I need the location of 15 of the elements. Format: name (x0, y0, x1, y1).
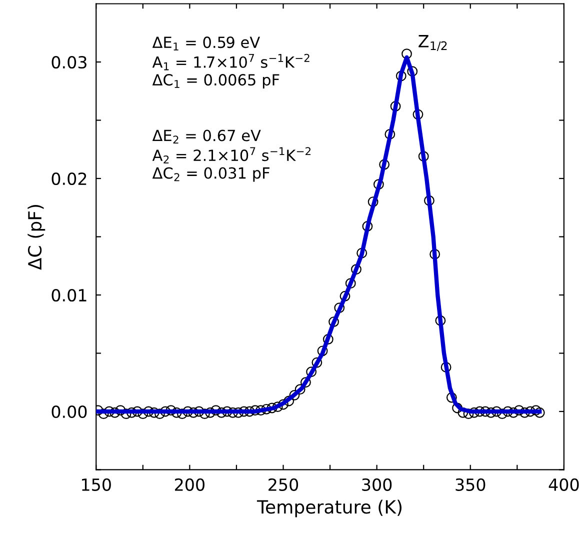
y-axis-title: ΔC (pF) (28, 204, 46, 270)
x-tick-label: 250 (268, 478, 298, 491)
annotation: Z$_{1/2}$ (418, 35, 447, 52)
x-tick-label: 150 (82, 478, 111, 491)
y-tick-label: 0.01 (52, 288, 86, 302)
x-tick-label: 200 (174, 478, 204, 491)
x-tick-label: 400 (548, 478, 579, 491)
text: ΔE$_{2}$ = 0.67 eV A$_{2}$ = 2.1×10$^{7}$ s$^{−1}$K$^{−2}$ ΔC$_{2}$ = 0.031 pF (152, 130, 310, 182)
y-tick-label: 0.00 (52, 405, 87, 418)
text: ΔE$_{1}$ = 0.59 eV A$_{1}$ = 1.7×10$^{7}$ s$^{−1}$K$^{−2}$ ΔC$_{1}$ = 0.0065 pF (152, 36, 310, 89)
x-tick-label: 300 (362, 478, 392, 491)
x-axis-title: Temperature (K) (256, 500, 402, 518)
y-tick-label: 0.02 (52, 172, 86, 186)
x-tick-label: 350 (456, 478, 486, 491)
y-tick-label: 0.03 (52, 56, 86, 69)
